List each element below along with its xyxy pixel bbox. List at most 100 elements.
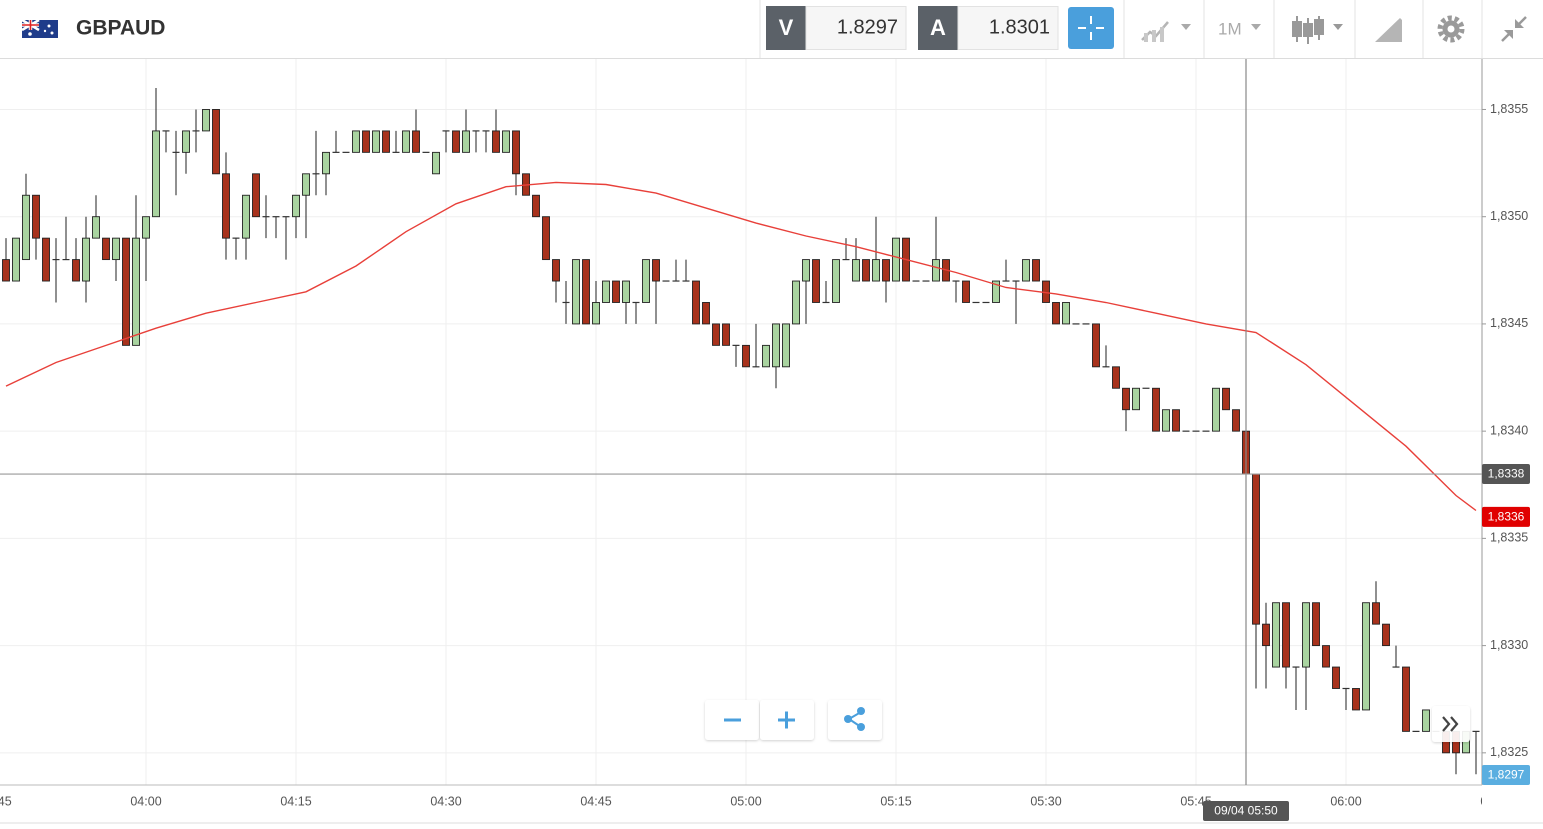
candle-body — [852, 259, 860, 282]
x-tick-label: 03:45 — [0, 794, 12, 808]
zoom-out-button[interactable] — [705, 700, 759, 740]
crosshair-x-tag — [1203, 801, 1289, 821]
bid-price-label: 1,8297 — [1488, 768, 1525, 782]
candle-style-button[interactable] — [1292, 16, 1343, 44]
crosshair-x-label: 09/04 05:50 — [1214, 804, 1278, 818]
candle-body — [1362, 602, 1370, 711]
candle-body — [812, 259, 820, 303]
candle-body — [102, 237, 110, 261]
sell-label: V — [779, 15, 794, 40]
candle-body — [802, 259, 810, 282]
timeframe-button[interactable]: 1M — [1218, 19, 1261, 38]
candle-body — [142, 216, 150, 239]
candle-body — [1272, 602, 1280, 668]
separators — [759, 0, 1483, 58]
sell-button[interactable]: V 1.8297 — [766, 6, 907, 50]
candle-body — [122, 237, 130, 346]
candle-body — [362, 130, 370, 153]
candle-body — [892, 237, 900, 282]
ema-last-label: 1,8336 — [1488, 510, 1525, 524]
candle-body — [772, 323, 780, 368]
crosshair-button[interactable] — [1068, 7, 1114, 49]
grid — [0, 58, 1482, 785]
sell-price: 1.8297 — [837, 16, 898, 38]
candle-body — [72, 259, 80, 282]
x-tick-label: 04:15 — [280, 794, 311, 808]
scroll-latest-button[interactable] — [1432, 706, 1470, 742]
candle-body — [92, 216, 100, 239]
y-tick-label: 1,8355 — [1490, 102, 1528, 116]
candle-body — [992, 280, 1000, 303]
candle-body — [412, 130, 420, 153]
candle-body — [652, 259, 660, 282]
candle-body — [1322, 645, 1330, 668]
candle-body — [962, 280, 970, 303]
y-tick-label: 1,8350 — [1490, 209, 1528, 223]
candle-body — [542, 216, 550, 261]
candle-body — [382, 130, 390, 153]
symbol: GBPAUD — [76, 17, 165, 40]
candle-body — [702, 302, 710, 325]
candle-body — [132, 237, 140, 346]
x-tick-label: 05:00 — [730, 794, 761, 808]
y-tick-label: 1,8325 — [1490, 745, 1528, 759]
share-button[interactable] — [828, 700, 882, 740]
buy-price: 1.8301 — [989, 16, 1050, 38]
candle-body — [1052, 302, 1060, 325]
candle-body — [1252, 473, 1260, 625]
draw-tools-button[interactable] — [1375, 18, 1402, 42]
candle-body — [832, 259, 840, 303]
candle-body — [352, 130, 360, 153]
candle-body — [1222, 387, 1230, 411]
candle-body — [1062, 302, 1070, 325]
candle-body — [572, 259, 580, 325]
bid-price-tag — [1482, 765, 1530, 785]
candle-body — [1262, 623, 1270, 647]
buy-label-box — [918, 6, 958, 50]
candle-body — [42, 237, 50, 282]
candle-body — [202, 109, 210, 132]
candle-body — [712, 323, 720, 346]
candle-body — [32, 194, 40, 239]
candle-body — [462, 130, 470, 153]
candle-body — [872, 259, 880, 282]
candle-body — [1232, 409, 1240, 432]
candle-body — [212, 109, 220, 175]
candle-body — [862, 259, 870, 282]
candle-body — [932, 259, 940, 282]
candle-body — [722, 323, 730, 346]
y-tick-label: 1,8335 — [1490, 531, 1528, 545]
sell-label-box — [766, 6, 806, 50]
candle-body — [402, 130, 410, 153]
x-tick-label: 05:15 — [880, 794, 911, 808]
candle-body — [1152, 387, 1160, 432]
settings-button[interactable] — [1437, 15, 1465, 43]
chart-type-button[interactable] — [1141, 21, 1191, 42]
flag-icon — [21, 18, 58, 38]
ema-line — [5, 181, 1477, 512]
candle-body — [112, 237, 120, 261]
candle-body — [1422, 709, 1430, 732]
ema-last-tag — [1482, 506, 1530, 527]
buy-label: A — [930, 15, 946, 40]
x-tick-label: 06:15 — [1480, 794, 1511, 808]
timeframe: 1M — [1218, 19, 1242, 38]
collapse-button[interactable] — [1501, 16, 1527, 42]
candle-body — [742, 344, 750, 368]
zoom-in-button[interactable] — [760, 700, 814, 740]
crosshair-y-tag — [1482, 464, 1530, 485]
candle-body — [1282, 602, 1290, 668]
candle-body — [82, 237, 90, 282]
candle-body — [792, 280, 800, 325]
candle-body — [762, 344, 770, 368]
candle-body — [1372, 602, 1380, 625]
y-tick-label: 1,8345 — [1490, 316, 1528, 330]
y-tick-label: 1,8330 — [1490, 638, 1528, 652]
crosshair-y-label: 1,8338 — [1488, 467, 1525, 481]
candle-body — [322, 151, 330, 175]
buy-button[interactable]: A 1.8301 — [918, 6, 1059, 50]
x-tick-label: 05:30 — [1030, 794, 1061, 808]
sell-price-box — [805, 6, 907, 50]
